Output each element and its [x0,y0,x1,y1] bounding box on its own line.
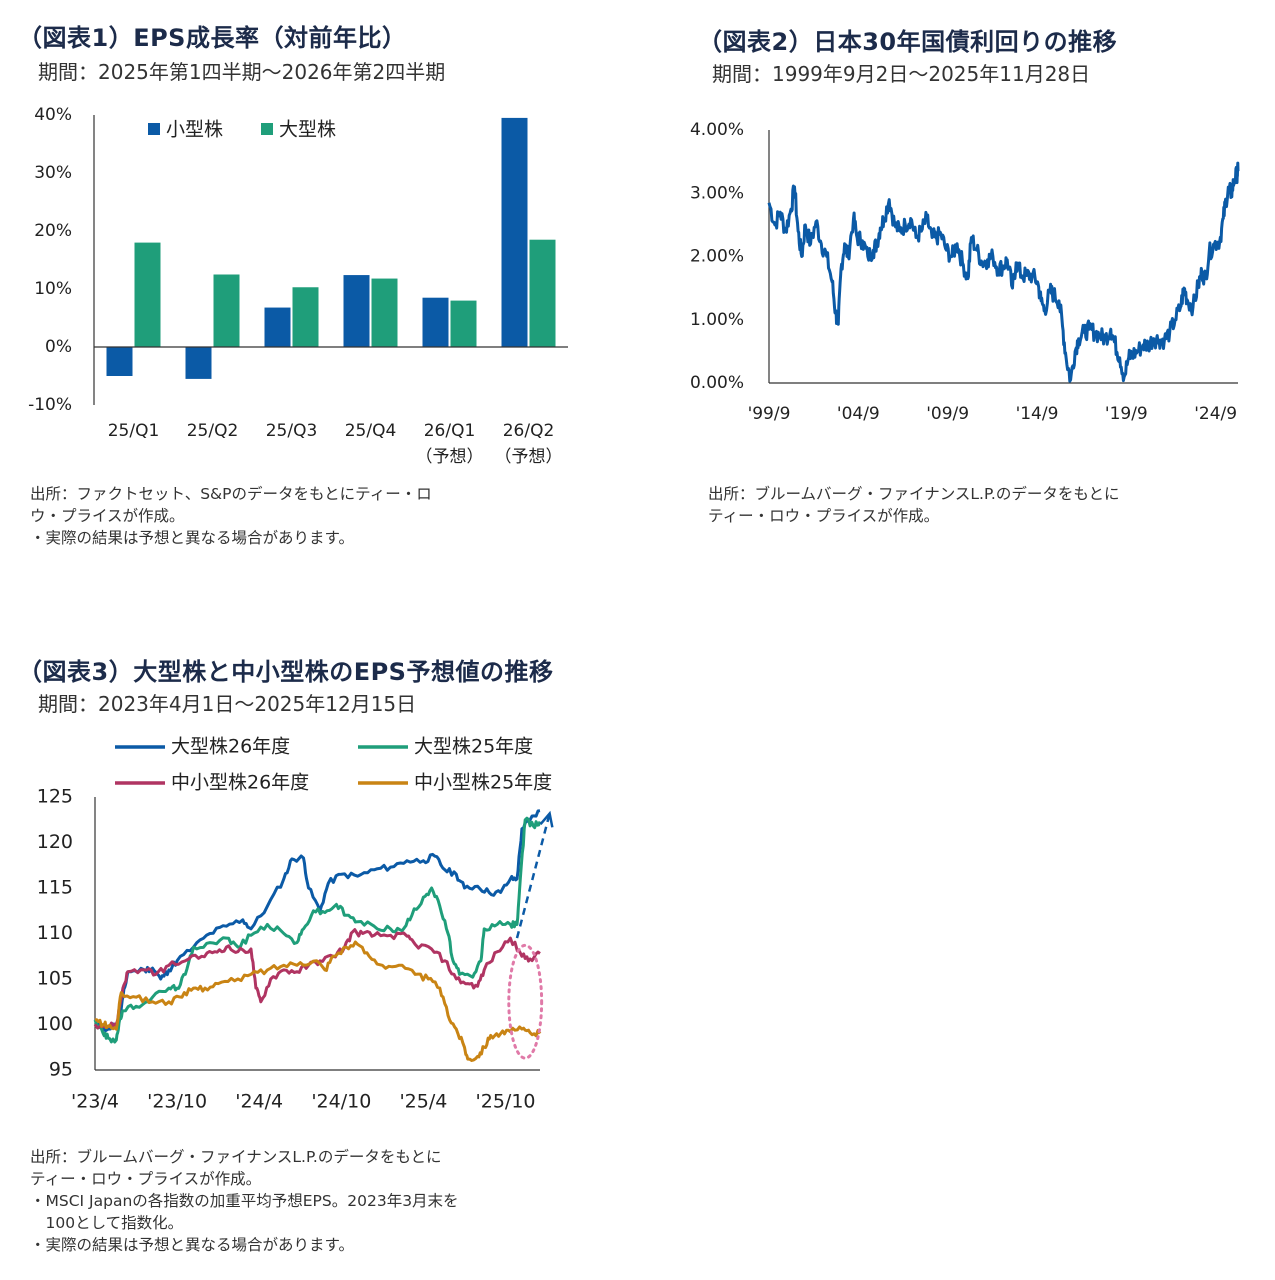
legend-swatch [148,123,160,135]
bar-large [371,278,398,347]
x-tick-label: '23/10 [147,1091,207,1113]
chart1-title: （図表1）EPS成長率（対前年比） [18,24,407,52]
x-tick-label: 25/Q3 [266,421,318,441]
bar-small [185,347,212,379]
y-tick-label: 0% [45,337,72,357]
chart1-bar-chart: 40% 30% 20% 10% 0% -10% 25/Q1 25/Q2 25/Q3 25/Q4 26… [28,105,568,467]
legend-swatch [261,123,273,135]
y-tick-label: 110 [37,922,73,944]
dashed-arrow [515,813,551,939]
y-tick-label: 95 [49,1059,73,1081]
x-tick-label: 25/Q2 [187,421,239,441]
x-tick-label: '24/10 [311,1091,371,1113]
x-tick-label: '25/10 [476,1091,536,1113]
bar-small [501,117,528,348]
series-line [95,809,541,1033]
y-tick-label: -10% [28,395,72,415]
x-tick-label: '25/4 [399,1091,447,1113]
bar-small [264,307,291,347]
chart2-subtitle: 期間：1999年9月2日～2025年11月28日 [712,62,1091,86]
y-tick-label: 125 [37,786,73,808]
legend-label: 小型株 [166,119,223,141]
bar-large [450,300,477,347]
y-tick-label: 40% [34,105,72,125]
y-tick-label: 2.00% [690,247,744,267]
legend-label: 大型株25年度 [414,736,533,758]
highlight-ellipse [507,943,544,1060]
x-tick-label: '04/9 [837,404,880,424]
note-line: ティー・ロウ・プライスが作成。 [30,1170,262,1188]
bar-large [292,287,319,347]
bar-small [422,297,449,347]
x-tick-label: 26/Q2 [503,421,555,441]
note-line: 100として指数化。 [30,1214,184,1232]
series-line [93,816,542,1044]
x-tick-label: 26/Q1 [424,421,476,441]
y-tick-label: 115 [37,877,73,899]
note-line: ・実際の結果は予想と異なる場合があります。 [30,1236,354,1254]
x-tick-label: 25/Q4 [345,421,397,441]
x-tick-label: （予想） [416,447,484,467]
bar-large [529,239,556,347]
legend-label: 中小型株26年度 [171,772,309,794]
chart3-subtitle: 期間：2023年4月1日～2025年12月15日 [38,692,417,716]
y-tick-label: 1.00% [690,310,744,330]
note-line: ・MSCI Japanの各指数の加重平均予想EPS。2023年3月末を [30,1192,459,1210]
x-tick-label: '19/9 [1105,404,1148,424]
chart1-notes: 出所：ファクトセット、S&Pのデータをもとにティー・ロ ウ・プライスが作成。・実際… [30,483,432,549]
bar-small [343,275,370,347]
note-line: 出所：ブルームバーグ・ファイナンスL.P.のデータをもとに [30,1148,442,1166]
bar-large [213,274,240,347]
chart2-line-chart: 4.00% 3.00% 2.00% 1.00% 0.00%'99/9 '04/9 '09/9… [690,120,1240,424]
x-tick-label: 25/Q1 [108,421,160,441]
y-tick-label: 10% [34,279,72,299]
y-tick-label: 3.00% [690,183,744,203]
y-tick-label: 4.00% [690,120,744,140]
legend-label: 大型株26年度 [171,736,290,758]
y-tick-label: 100 [37,1013,73,1035]
x-tick-label: '24/9 [1194,404,1237,424]
legend-label: 中小型株25年度 [414,772,552,794]
chart2-notes: 出所：ブルームバーグ・ファイナンスL.P.のデータをもとに ティー・ロウ・プライス… [708,483,1120,527]
chart3-line-chart: 125 120 115 110 105 100 95 '23/4 '23/10 '24/4 '24/… [37,736,554,1113]
x-tick-label: （予想） [495,447,563,467]
bar-small [106,347,133,376]
note-line: 出所：ファクトセット、S&Pのデータをもとにティー・ロ [30,485,432,503]
note-line: ティー・ロウ・プライスが作成。 [708,507,940,525]
chart1-subtitle: 期間：2025年第1四半期～2026年第2四半期 [38,60,446,84]
chart2-title: （図表2）日本30年国債利回りの推移 [698,28,1118,56]
chart3-title: （図表3）大型株と中小型株のEPS予想値の推移 [18,658,554,686]
x-tick-label: '99/9 [748,404,791,424]
note-line: ・実際の結果は予想と異なる場合があります。 [30,529,354,547]
arrow-head [539,810,554,828]
x-tick-label: '24/4 [235,1091,283,1113]
y-tick-label: 30% [34,163,72,183]
legend-label: 大型株 [279,119,336,141]
x-tick-label: '14/9 [1016,404,1059,424]
chart3-notes: 出所：ブルームバーグ・ファイナンスL.P.のデータをもとに ティー・ロウ・プライス… [30,1146,459,1256]
yield-line [767,161,1240,383]
note-line: ウ・プライスが作成。 [30,507,185,525]
y-tick-label: 0.00% [690,373,744,393]
note-line: 出所：ブルームバーグ・ファイナンスL.P.のデータをもとに [708,485,1120,503]
y-tick-label: 20% [34,221,72,241]
bar-large [134,242,161,347]
y-tick-label: 120 [37,831,73,853]
y-tick-label: 105 [37,968,73,990]
x-tick-label: '09/9 [926,404,969,424]
series-line [94,940,542,1062]
x-tick-label: '23/4 [71,1091,119,1113]
